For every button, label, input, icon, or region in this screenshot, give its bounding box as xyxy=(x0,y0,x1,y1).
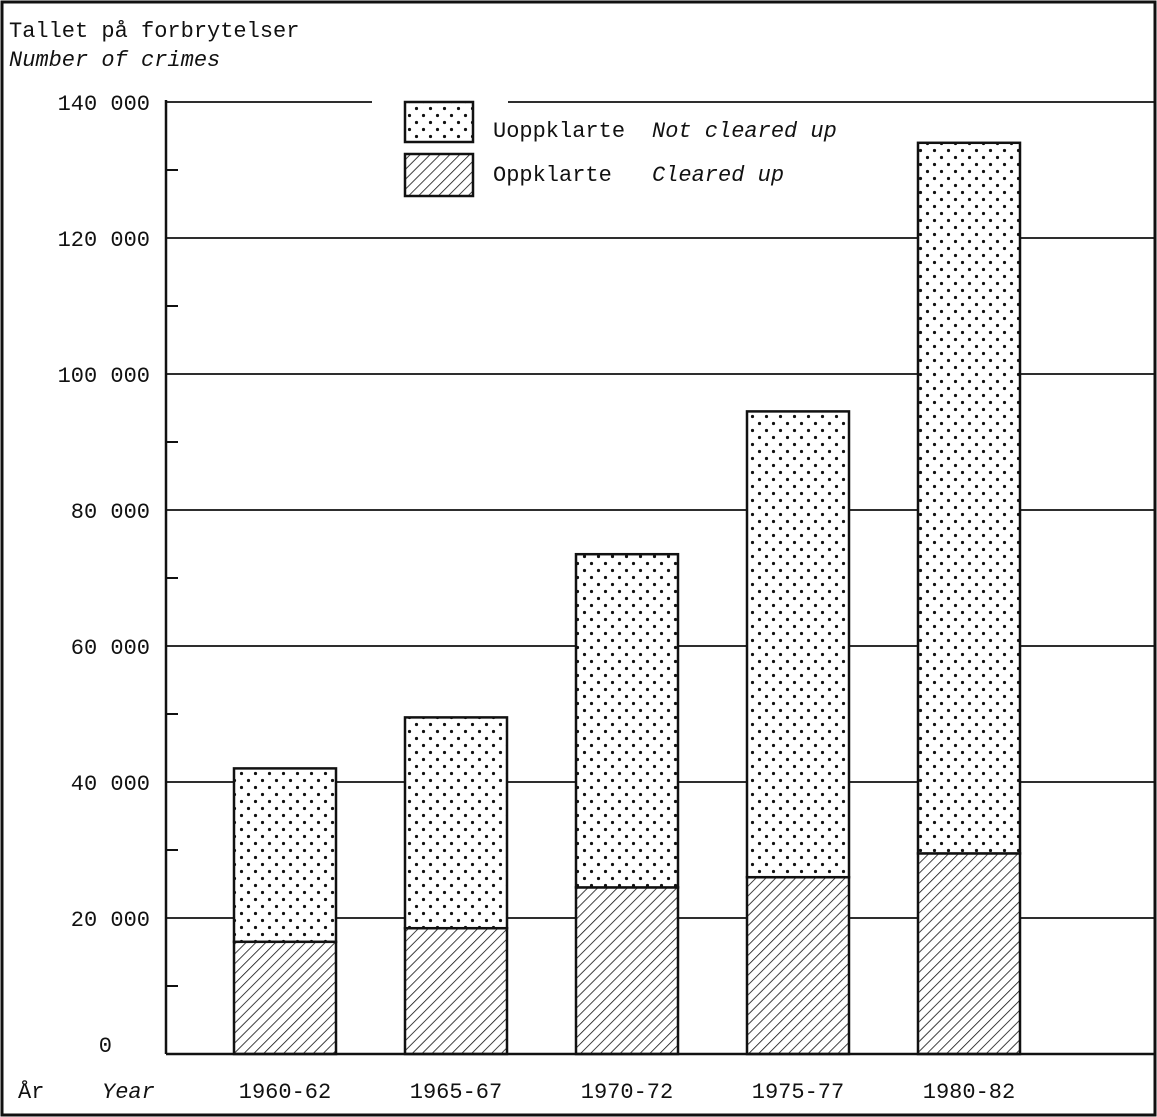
x-tick-label: 1975-77 xyxy=(752,1080,844,1105)
y-tick-label: 60 000 xyxy=(71,636,150,661)
legend-label-cleared-up-english: Cleared up xyxy=(652,163,784,188)
x-tick-label: 1980-82 xyxy=(923,1080,1015,1105)
bar-segment-not-cleared-up xyxy=(745,410,851,879)
y-tick-label: 140 000 xyxy=(58,92,150,117)
y-axis-title-english: Number of crimes xyxy=(9,48,220,73)
x-tick-label: 1960-62 xyxy=(239,1080,331,1105)
bar-segment-not-cleared-up xyxy=(574,552,680,889)
bar-segment-cleared-up xyxy=(745,875,851,1056)
y-tick-label: 100 000 xyxy=(58,364,150,389)
legend-label-not-cleared-up-english: Not cleared up xyxy=(652,119,837,144)
bar-segment-not-cleared-up xyxy=(916,141,1022,855)
x-tick-label: 1970-72 xyxy=(581,1080,673,1105)
bar-segment-cleared-up xyxy=(403,926,509,1056)
legend-label-cleared-up-norwegian: Oppklarte xyxy=(493,163,612,188)
bar-segment-not-cleared-up xyxy=(232,767,338,944)
bar-segment-cleared-up xyxy=(232,940,338,1056)
legend-label-not-cleared-up-norwegian: Uoppklarte xyxy=(493,119,625,144)
legend-swatch-not-cleared-up xyxy=(403,100,475,144)
x-axis-title-english: Year xyxy=(102,1080,155,1105)
y-tick-label: 80 000 xyxy=(71,500,150,525)
bar-segment-not-cleared-up xyxy=(403,716,509,930)
y-tick-label: 0 xyxy=(99,1034,112,1059)
x-tick-labels: 1960-62 1965-67 1970-72 1975-77 1980-82 xyxy=(239,1080,1015,1105)
y-tick-label: 20 000 xyxy=(71,908,150,933)
bar-segment-cleared-up xyxy=(574,886,680,1056)
x-axis-title-norwegian: År xyxy=(18,1079,44,1105)
legend-swatch-cleared-up xyxy=(403,152,475,198)
bars xyxy=(232,141,1022,1056)
x-tick-label: 1965-67 xyxy=(410,1080,502,1105)
y-axis-title-norwegian: Tallet på forbrytelser xyxy=(9,19,299,44)
bar-segment-cleared-up xyxy=(916,852,1022,1056)
minor-ticks xyxy=(166,169,178,987)
y-tick-labels: 0 20 000 40 000 60 000 80 000 100 000 120 000 1… xyxy=(58,92,150,1059)
legend: Uoppklarte Not cleared up Oppklarte Clea… xyxy=(372,94,837,198)
y-tick-label: 120 000 xyxy=(58,228,150,253)
y-tick-label: 40 000 xyxy=(71,772,150,797)
